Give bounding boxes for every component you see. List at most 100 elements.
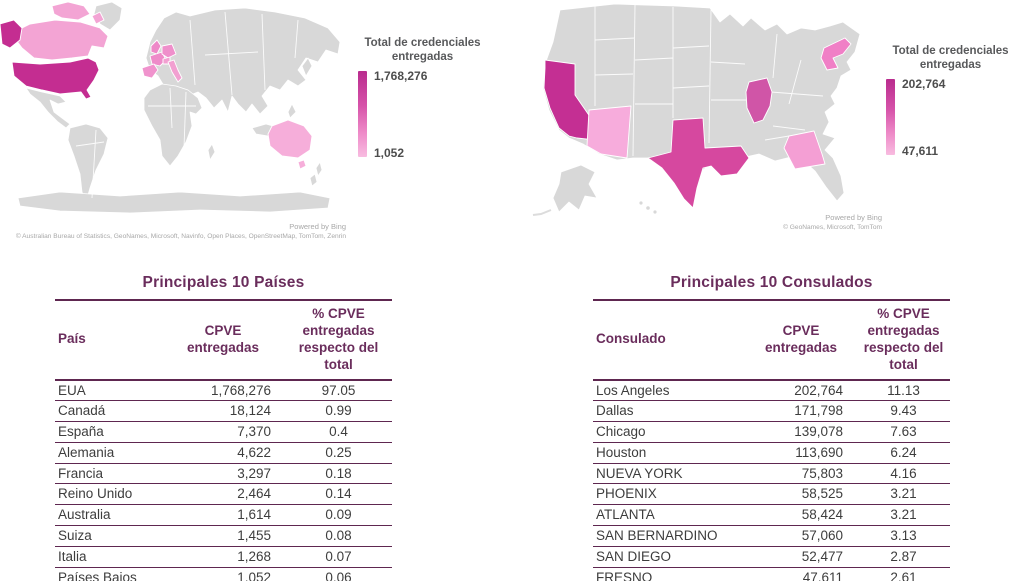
map-state-new-york[interactable] — [820, 37, 852, 71]
map-region-canada[interactable] — [13, 1, 109, 61]
map-state-arizona[interactable] — [586, 105, 632, 159]
table-row[interactable]: Houston 113,690 6.24 — [593, 442, 950, 464]
table-row[interactable]: Francia 3,297 0.18 — [55, 463, 392, 484]
countries-table-panel: Principales 10 Países País CPVE entregad… — [55, 274, 392, 581]
table-row[interactable]: NUEVA YORK 75,803 4.16 — [593, 463, 950, 484]
country-cell: Reino Unido — [58, 486, 133, 502]
consulate-cell: Dallas — [596, 403, 634, 419]
map-state-illinois[interactable] — [745, 77, 773, 124]
consulates-table-panel: Principales 10 Consulados Consulado CPVE… — [593, 274, 950, 581]
legend-title: Total de credenciales entregadas — [892, 45, 1009, 72]
cpve-cell: 2,464 — [237, 486, 271, 502]
map-region-reino-unido[interactable] — [150, 39, 162, 55]
pct-cell: 0.99 — [325, 403, 352, 419]
country-cell: Australia — [58, 507, 111, 523]
country-cell: Suiza — [58, 528, 92, 544]
table-row[interactable]: Dallas 171,798 9.43 — [593, 401, 950, 422]
pct-cell: 0.25 — [325, 444, 352, 460]
consulates-table-title: Principales 10 Consulados — [670, 274, 873, 291]
map-africa — [143, 83, 203, 167]
pct-cell: 0.06 — [325, 569, 352, 581]
col-header-pct: % CPVE entregadas respecto del total — [863, 306, 944, 372]
pct-cell: 0.18 — [325, 465, 352, 481]
map-state-georgia[interactable] — [783, 130, 826, 170]
powered-by-bing-label: Powered by Bing — [825, 213, 882, 222]
pct-cell: 3.13 — [890, 528, 917, 544]
cpve-cell: 3,297 — [237, 465, 271, 481]
cpve-cell: 47,611 — [802, 569, 843, 581]
cpve-cell: 57,060 — [801, 528, 843, 544]
pct-cell: 0.14 — [325, 486, 352, 502]
consulate-cell: SAN BERNARDINO — [596, 528, 718, 544]
table-row[interactable]: SAN DIEGO 52,477 2.87 — [593, 546, 950, 568]
us-choropleth-map[interactable] — [525, 0, 870, 218]
col-header-pct: % CPVE entregadas respecto del total — [298, 306, 379, 372]
country-cell: España — [58, 424, 104, 440]
cpve-cell: 171,798 — [794, 403, 843, 419]
table-row[interactable]: PHOENIX 58,525 3.21 — [593, 484, 950, 505]
legend-max-label: 202,764 — [902, 76, 946, 91]
table-row[interactable]: Italia 1,268 0.07 — [55, 546, 392, 568]
table-row[interactable]: Chicago 139,078 7.63 — [593, 422, 950, 443]
table-row[interactable]: Reino Unido 2,464 0.14 — [55, 484, 392, 505]
countries-table-title: Principales 10 Países — [142, 274, 305, 291]
map-region-australia[interactable] — [267, 119, 313, 170]
cpve-cell: 4,622 — [237, 444, 271, 460]
map-state-texas[interactable] — [647, 117, 750, 209]
cpve-cell: 1,614 — [237, 507, 271, 523]
country-cell: Canadá — [58, 403, 106, 419]
map-region-alaska[interactable] — [0, 19, 23, 49]
map-hawaii — [639, 201, 657, 214]
powered-by-bing-label: Powered by Bing — [289, 222, 346, 231]
consulate-cell: PHOENIX — [596, 486, 657, 502]
map-region-alemania[interactable] — [161, 43, 177, 59]
table-row[interactable]: Australia 1,614 0.09 — [55, 505, 392, 526]
map-region-espana[interactable] — [141, 63, 159, 79]
cpve-cell: 58,424 — [801, 507, 843, 523]
consulates-header-row: Consulado CPVE entregadas % CPVE entrega… — [593, 300, 950, 380]
table-row[interactable]: España 7,370 0.4 — [55, 422, 392, 443]
pct-cell: 3.21 — [890, 507, 917, 523]
world-choropleth-map[interactable] — [0, 0, 345, 218]
table-row[interactable]: Los Angeles 202,764 11.13 — [593, 380, 950, 401]
col-header-consulado: Consulado — [596, 331, 666, 347]
map-alaska — [552, 164, 598, 213]
countries-header-row: País CPVE entregadas % CPVE entregadas r… — [55, 300, 392, 380]
consulate-cell: NUEVA YORK — [596, 465, 683, 481]
cpve-cell: 139,078 — [794, 424, 843, 440]
pct-cell: 0.4 — [329, 424, 348, 440]
cpve-cell: 58,525 — [801, 486, 843, 502]
table-row[interactable]: Países Bajos 1,052 0.06 — [55, 567, 392, 581]
cpve-cell: 75,803 — [801, 465, 843, 481]
map-philippines — [287, 103, 297, 119]
table-row[interactable]: Canadá 18,124 0.99 — [55, 401, 392, 422]
map-aleutians — [532, 209, 552, 216]
consulate-cell: Los Angeles — [596, 382, 670, 398]
cpve-cell: 1,052 — [237, 569, 271, 581]
table-row[interactable]: Alemania 4,622 0.25 — [55, 442, 392, 464]
map-japan — [301, 57, 313, 77]
map-state-california[interactable] — [543, 59, 596, 141]
map-region-eua[interactable] — [11, 57, 100, 100]
us-map-legend: Total de credenciales entregadas 202,764… — [878, 44, 1023, 157]
map-credits-label: © Australian Bureau of Statistics, GeoNa… — [15, 233, 346, 240]
map-credits-label: © GeoNames, Microsoft, TomTom — [783, 224, 882, 231]
table-row[interactable]: Suiza 1,455 0.08 — [55, 526, 392, 547]
table-row[interactable]: FRESNO 47,611 2.61 — [593, 567, 950, 581]
pct-cell: 9.43 — [890, 403, 917, 419]
consulate-cell: Chicago — [596, 424, 646, 440]
table-row[interactable]: SAN BERNARDINO 57,060 3.13 — [593, 526, 950, 547]
table-row[interactable]: ATLANTA 58,424 3.21 — [593, 505, 950, 526]
pct-cell: 2.87 — [890, 548, 917, 564]
world-map-attribution: Powered by Bing © Australian Bureau of S… — [0, 221, 346, 242]
legend-gradient-bar — [886, 78, 895, 155]
legend-gradient-bar — [358, 70, 367, 157]
pct-cell: 11.13 — [887, 382, 920, 398]
map-region-italia[interactable] — [167, 59, 183, 83]
pct-cell: 0.07 — [325, 548, 352, 564]
legend-min-label: 1,052 — [374, 145, 405, 160]
cpve-cell: 202,764 — [794, 382, 843, 398]
table-row[interactable]: EUA 1,768,276 97.05 — [55, 380, 392, 401]
cpve-cell: 1,768,276 — [210, 382, 271, 398]
